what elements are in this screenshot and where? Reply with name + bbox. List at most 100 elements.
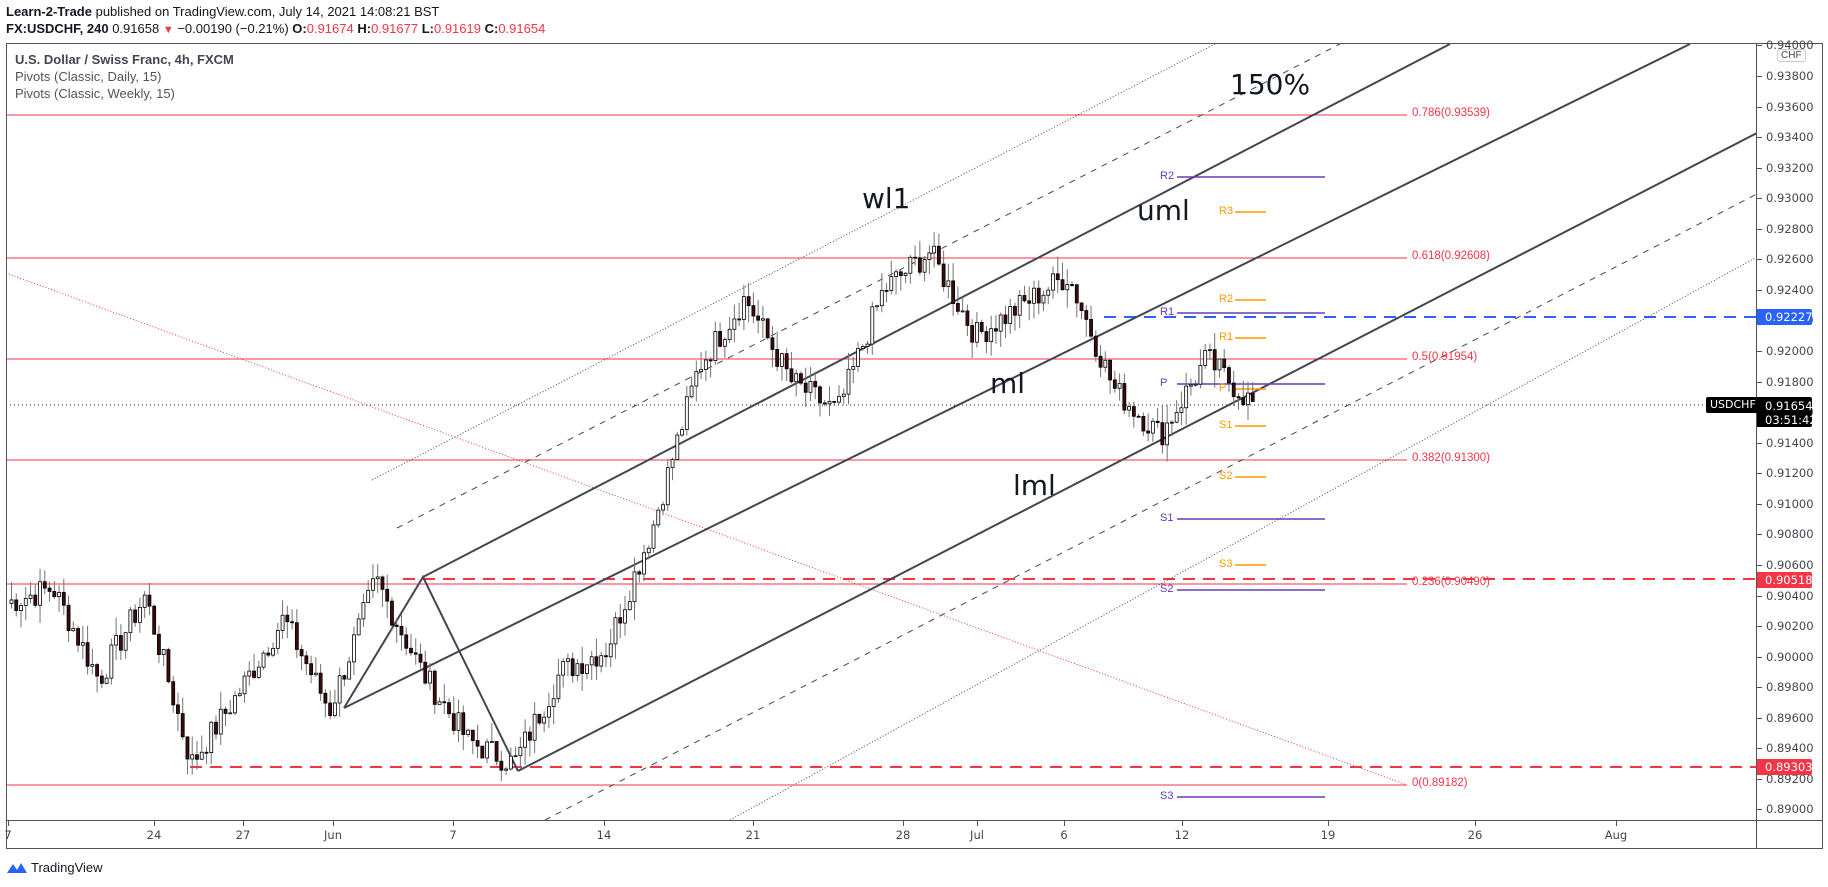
fib-label-05: 0.5(0.91954) xyxy=(1412,351,1478,363)
pitchfork xyxy=(343,44,1756,772)
current-price-value: 0.91654 xyxy=(1765,399,1813,413)
daily-pivot-r3: R3 xyxy=(1219,205,1234,217)
daily-pivot-s2: S2 xyxy=(1219,470,1233,482)
daily-pivot-s1: S1 xyxy=(1219,419,1233,431)
price-tick-label: 0.94000 xyxy=(1766,38,1814,53)
currency-label[interactable]: CHF xyxy=(1777,49,1806,62)
legend-indicator-daily-pivots[interactable]: Pivots (Classic, Daily, 15) xyxy=(15,69,162,84)
time-tick-label: 28 xyxy=(895,828,911,842)
price-tick-label: 0.91800 xyxy=(1766,374,1814,389)
price-tick-label: 0.92400 xyxy=(1766,282,1814,297)
weekly-pivot-r2: R2 xyxy=(1160,170,1175,182)
price-tick xyxy=(1757,106,1762,108)
close-value: 0.91654 xyxy=(498,21,546,36)
legend-indicator-weekly-pivots[interactable]: Pivots (Classic, Weekly, 15) xyxy=(15,86,175,101)
time-tick xyxy=(333,821,334,826)
daily-pivot-r2: R2 xyxy=(1219,293,1234,305)
price-tick xyxy=(1757,259,1762,261)
fib-label-0618: 0.618(0.92608) xyxy=(1412,250,1491,262)
price-tick-label: 0.93000 xyxy=(1766,191,1814,206)
weekly-pivot-s3: S3 xyxy=(1160,790,1174,802)
price-tick-label: 0.89200 xyxy=(1766,771,1814,786)
time-tick-label: 27 xyxy=(235,828,251,842)
publisher-name[interactable]: Learn-2-Trade xyxy=(6,4,92,19)
down-arrow-icon: ▼ xyxy=(162,24,174,36)
candlesticks xyxy=(9,232,1255,782)
time-axis[interactable] xyxy=(6,820,1823,821)
time-tick xyxy=(154,821,155,826)
price-tick-label: 0.90600 xyxy=(1766,557,1814,572)
pitchfork-outer xyxy=(371,44,1756,820)
label-lml: lml xyxy=(1013,469,1056,502)
label-ml: ml xyxy=(990,367,1026,400)
price-tick xyxy=(1757,809,1762,811)
tradingview-branding[interactable]: TradingView xyxy=(6,860,103,875)
time-tick-label: 24 xyxy=(146,828,162,842)
price-tick xyxy=(1757,45,1762,47)
weekly-pivot-s2: S2 xyxy=(1160,583,1174,595)
price-tick xyxy=(1757,717,1762,719)
chart-frame[interactable] xyxy=(6,43,1823,849)
price-tick-label: 0.89400 xyxy=(1766,741,1814,756)
time-tick xyxy=(1616,821,1617,826)
published-text: published on TradingView.com, July 14, 2… xyxy=(91,4,440,19)
price-tick-label: 0.93800 xyxy=(1766,69,1814,83)
price-tick xyxy=(1757,473,1762,475)
price-tick xyxy=(1757,228,1762,230)
time-tick xyxy=(903,821,904,826)
label-uml: uml xyxy=(1137,194,1190,227)
price-tick-label: 0.92000 xyxy=(1766,344,1814,359)
price-axis[interactable] xyxy=(1756,43,1757,849)
publish-info: Learn-2-Trade published on TradingView.c… xyxy=(6,4,439,19)
price-tick-label: 0.89600 xyxy=(1766,710,1814,725)
time-tick xyxy=(453,821,454,826)
price-tick-label: 0.92600 xyxy=(1766,252,1814,267)
price-tick-label: 0.89000 xyxy=(1766,802,1814,817)
time-tick xyxy=(1328,821,1329,826)
time-tick-label: 7 xyxy=(449,828,457,842)
ohlc-bar: FX:USDCHF, 240 0.91658 ▼ −0.00190 (−0.21… xyxy=(6,21,545,36)
symbol-timeframe: FX:USDCHF, 240 xyxy=(6,21,109,36)
price-tick-label: 0.91000 xyxy=(1766,496,1814,511)
legend-title[interactable]: U.S. Dollar / Swiss Franc, 4h, FXCM xyxy=(15,52,234,67)
time-tick-label: Jun xyxy=(324,828,342,842)
time-tick-label: Aug xyxy=(1604,828,1628,842)
price-tick xyxy=(1757,687,1762,689)
price-tick-label: 0.89800 xyxy=(1766,680,1814,695)
low-label: L: xyxy=(421,21,434,36)
close-label: C: xyxy=(484,21,499,36)
price-tick xyxy=(1757,595,1762,597)
weekly-pivot-p: P xyxy=(1160,377,1168,389)
price-tick-label: 0.91400 xyxy=(1766,435,1814,450)
brand-name: TradingView xyxy=(31,860,103,875)
countdown-timer: 03:51:42 xyxy=(1765,413,1817,427)
time-tick xyxy=(1182,821,1183,826)
last-price: 0.91658 xyxy=(112,21,160,36)
weekly-pivot-lines xyxy=(1177,176,1325,798)
price-tick-label: 0.93400 xyxy=(1766,130,1814,145)
price-tick-label: 0.90000 xyxy=(1766,649,1814,664)
price-tick-label: 0.91200 xyxy=(1766,466,1814,481)
time-tick xyxy=(753,821,754,826)
open-label: O: xyxy=(292,21,307,36)
time-tick-label: 7 xyxy=(4,828,12,842)
price-tick xyxy=(1757,534,1762,536)
time-tick xyxy=(604,821,605,826)
symbol-tag: USDCHF xyxy=(1706,397,1760,413)
time-tick-label: 19 xyxy=(1320,828,1336,842)
daily-pivot-r1: R1 xyxy=(1219,331,1234,343)
low-value: 0.91619 xyxy=(433,21,481,36)
fib-label-0382: 0.382(0.91300) xyxy=(1412,452,1491,464)
high-value: 0.91677 xyxy=(371,21,419,36)
price-change: −0.00190 (−0.21%) xyxy=(177,21,289,36)
red-level-tag-upper: 0.90518 xyxy=(1757,572,1813,588)
price-tick-label: 0.90400 xyxy=(1766,588,1814,603)
label-150pct: 150% xyxy=(1230,68,1311,101)
time-tick xyxy=(8,821,9,826)
price-tick xyxy=(1757,351,1762,353)
weekly-pivot-s1: S1 xyxy=(1160,512,1174,524)
weekly-pivot-r1: R1 xyxy=(1160,306,1175,318)
price-tick xyxy=(1757,626,1762,628)
tradingview-logo-icon xyxy=(7,862,27,873)
